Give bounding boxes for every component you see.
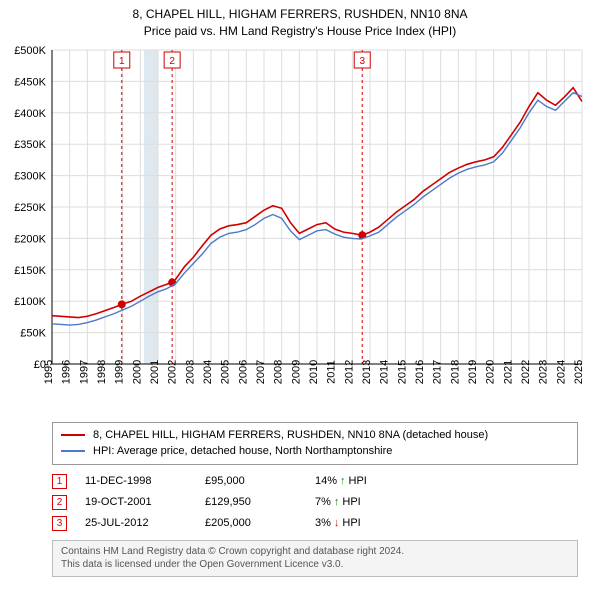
svg-text:2025: 2025 (573, 359, 585, 383)
svg-text:2022: 2022 (520, 359, 532, 383)
event-marker-box: 1 (52, 474, 67, 489)
footer-box: Contains HM Land Registry data © Crown c… (52, 540, 578, 577)
title-line-2: Price paid vs. HM Land Registry's House … (0, 23, 600, 40)
svg-text:£250K: £250K (14, 202, 46, 214)
title-line-1: 8, CHAPEL HILL, HIGHAM FERRERS, RUSHDEN,… (0, 6, 600, 23)
event-marker-box: 2 (52, 495, 67, 510)
svg-text:2012: 2012 (343, 359, 355, 383)
svg-text:2008: 2008 (273, 359, 285, 383)
event-arrow-icon: ↑ (340, 475, 346, 487)
svg-text:1999: 1999 (114, 359, 126, 383)
event-date: 11-DEC-1998 (85, 475, 205, 487)
svg-text:2014: 2014 (379, 359, 391, 383)
legend-swatch-blue (61, 450, 85, 452)
svg-text:2006: 2006 (237, 359, 249, 383)
svg-text:2009: 2009 (290, 359, 302, 383)
svg-text:1997: 1997 (78, 359, 90, 383)
svg-text:2007: 2007 (255, 359, 267, 383)
svg-text:2004: 2004 (202, 359, 214, 383)
svg-text:£150K: £150K (14, 264, 46, 276)
footer-line-1: Contains HM Land Registry data © Crown c… (61, 545, 569, 559)
title-block: 8, CHAPEL HILL, HIGHAM FERRERS, RUSHDEN,… (0, 0, 600, 42)
svg-text:2020: 2020 (485, 359, 497, 383)
legend-text-2: HPI: Average price, detached house, Nort… (93, 443, 392, 460)
legend-row-2: HPI: Average price, detached house, Nort… (61, 443, 569, 460)
svg-text:2005: 2005 (220, 359, 232, 383)
svg-text:1998: 1998 (96, 359, 108, 383)
event-price: £129,950 (205, 496, 315, 508)
svg-text:2010: 2010 (308, 359, 320, 383)
svg-text:2019: 2019 (467, 359, 479, 383)
event-row: 1 11-DEC-1998£95,00014%↑HPI (52, 471, 578, 492)
svg-text:£200K: £200K (14, 233, 46, 245)
svg-text:2015: 2015 (396, 359, 408, 383)
svg-text:2013: 2013 (361, 359, 373, 383)
svg-text:2017: 2017 (432, 359, 444, 383)
svg-text:£50K: £50K (20, 327, 46, 339)
event-marker-box: 3 (52, 516, 67, 531)
event-rel: HPI (349, 475, 367, 487)
event-arrow-icon: ↑ (334, 496, 340, 508)
event-date: 25-JUL-2012 (85, 517, 205, 529)
chart-svg: £0£50K£100K£150K£200K£250K£300K£350K£400… (0, 42, 594, 414)
legend-row-1: 8, CHAPEL HILL, HIGHAM FERRERS, RUSHDEN,… (61, 427, 569, 444)
event-row: 2 19-OCT-2001£129,9507%↑HPI (52, 492, 578, 513)
svg-text:2018: 2018 (449, 359, 461, 383)
svg-text:2001: 2001 (149, 359, 161, 383)
event-price: £95,000 (205, 475, 315, 487)
footer-line-2: This data is licensed under the Open Gov… (61, 558, 569, 572)
event-pct: 3% (315, 517, 331, 529)
svg-text:2: 2 (169, 56, 175, 67)
svg-text:3: 3 (359, 56, 365, 67)
svg-text:2016: 2016 (414, 359, 426, 383)
svg-text:£500K: £500K (14, 45, 46, 57)
event-pct: 7% (315, 496, 331, 508)
svg-text:1996: 1996 (61, 359, 73, 383)
legend-swatch-red (61, 434, 85, 436)
chart-area: £0£50K£100K£150K£200K£250K£300K£350K£400… (0, 42, 594, 414)
event-pct: 14% (315, 475, 337, 487)
svg-text:£450K: £450K (14, 76, 46, 88)
event-arrow-icon: ↓ (334, 517, 340, 529)
svg-text:£100K: £100K (14, 296, 46, 308)
svg-text:2002: 2002 (167, 359, 179, 383)
event-price: £205,000 (205, 517, 315, 529)
legend-box: 8, CHAPEL HILL, HIGHAM FERRERS, RUSHDEN,… (52, 422, 578, 465)
svg-text:1995: 1995 (43, 359, 55, 383)
events-box: 111-DEC-1998£95,00014%↑HPI219-OCT-2001£1… (52, 471, 578, 534)
svg-text:£300K: £300K (14, 170, 46, 182)
event-date: 19-OCT-2001 (85, 496, 205, 508)
event-row: 3 25-JUL-2012£205,0003%↓HPI (52, 513, 578, 534)
event-rel: HPI (342, 496, 360, 508)
svg-text:£350K: £350K (14, 139, 46, 151)
svg-text:2003: 2003 (184, 359, 196, 383)
legend-text-1: 8, CHAPEL HILL, HIGHAM FERRERS, RUSHDEN,… (93, 427, 488, 444)
chart-container: 8, CHAPEL HILL, HIGHAM FERRERS, RUSHDEN,… (0, 0, 600, 590)
event-rel: HPI (342, 517, 360, 529)
svg-text:2021: 2021 (502, 359, 514, 383)
svg-text:£400K: £400K (14, 107, 46, 119)
svg-text:2023: 2023 (538, 359, 550, 383)
svg-text:2024: 2024 (555, 359, 567, 383)
svg-text:1: 1 (119, 56, 125, 67)
svg-text:2000: 2000 (131, 359, 143, 383)
